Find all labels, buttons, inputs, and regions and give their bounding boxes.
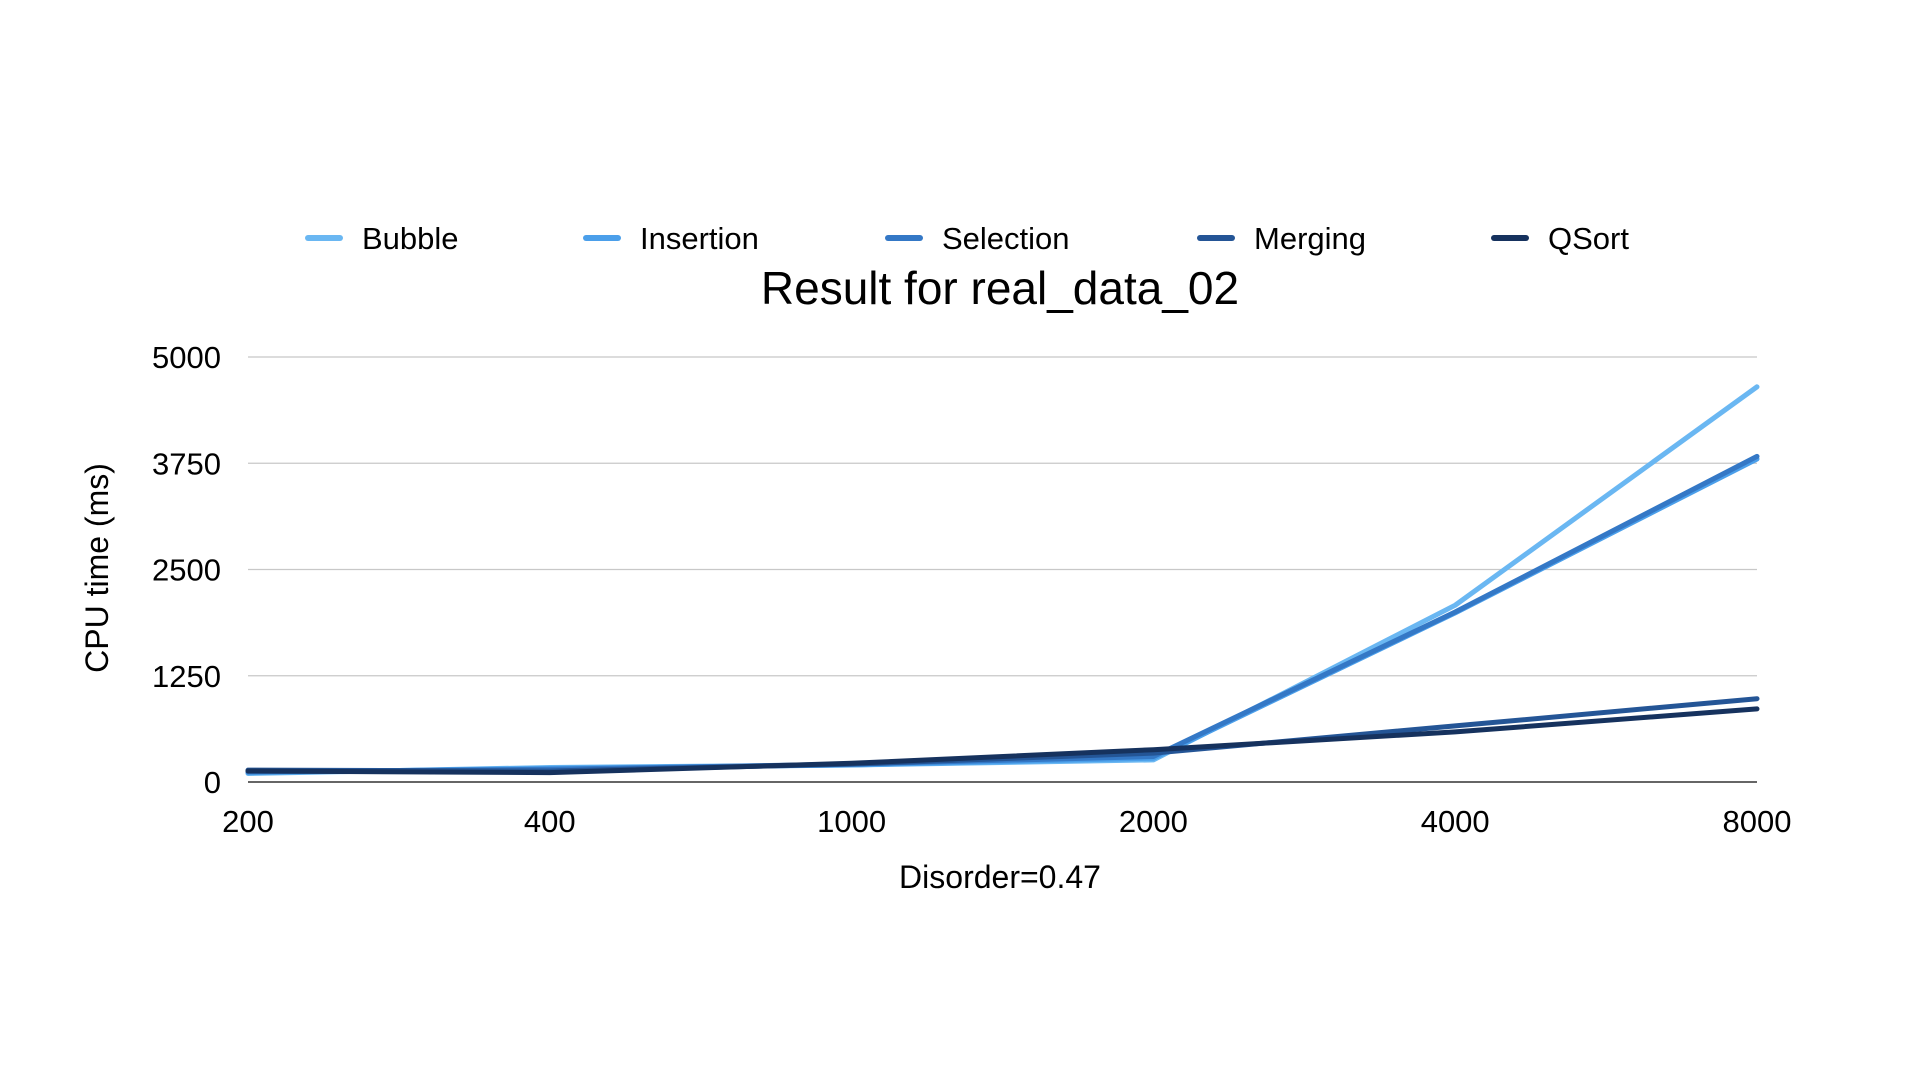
series-line-bubble — [245, 384, 1760, 776]
x-axis-ticks: 200 400 1000 2000 4000 8000 — [222, 804, 1791, 839]
legend-label: Merging — [1254, 221, 1366, 256]
x-axis-label: Disorder=0.47 — [899, 859, 1101, 895]
x-tick-label: 2000 — [1119, 804, 1188, 839]
legend-item-insertion: Insertion — [583, 221, 759, 256]
x-tick-label: 200 — [222, 804, 274, 839]
gridlines — [248, 356, 1757, 783]
chart-title: Result for real_data_02 — [761, 262, 1239, 314]
x-tick-label: 4000 — [1421, 804, 1490, 839]
legend-item-qsort: QSort — [1491, 221, 1629, 256]
y-tick-label: 0 — [204, 765, 221, 800]
y-axis-label: CPU time (ms) — [79, 463, 115, 673]
legend-item-bubble: Bubble — [305, 221, 459, 256]
legend-label: Bubble — [362, 221, 459, 256]
series-line-qsort — [245, 706, 1760, 776]
y-axis-ticks: 0 1250 2500 3750 5000 — [152, 340, 221, 800]
legend-item-merging: Merging — [1197, 221, 1366, 256]
y-tick-label: 5000 — [152, 340, 221, 375]
y-tick-label: 1250 — [152, 659, 221, 694]
x-tick-label: 1000 — [817, 804, 886, 839]
x-tick-label: 8000 — [1723, 804, 1792, 839]
legend-label: Selection — [942, 221, 1070, 256]
legend-item-selection: Selection — [885, 221, 1070, 256]
y-tick-label: 2500 — [152, 553, 221, 588]
legend: Bubble Insertion Selection Merging QSort — [305, 221, 1629, 256]
y-tick-label: 3750 — [152, 446, 221, 481]
series-line-merging — [245, 696, 1760, 774]
series-lines — [245, 384, 1760, 776]
legend-label: Insertion — [640, 221, 759, 256]
x-tick-label: 400 — [524, 804, 576, 839]
legend-label: QSort — [1548, 221, 1629, 256]
